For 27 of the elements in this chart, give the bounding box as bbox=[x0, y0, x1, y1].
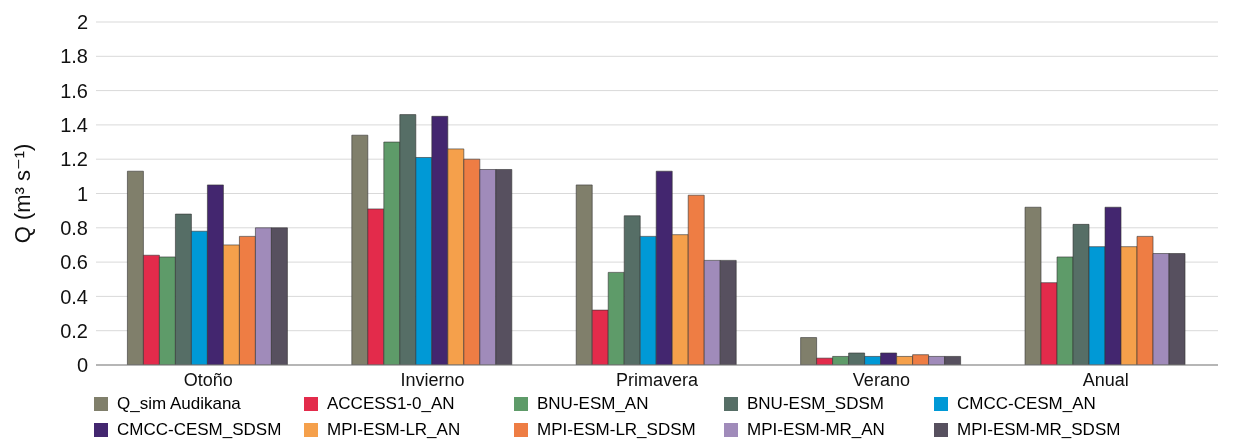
y-tick-label: 0 bbox=[76, 354, 88, 377]
legend-label: ACCESS1-0_AN bbox=[327, 394, 455, 414]
legend-label: BNU-ESM_SDSM bbox=[747, 394, 884, 414]
y-axis-title: Q (m³ s⁻¹) bbox=[9, 143, 35, 244]
y-tick-label: 1.8 bbox=[60, 45, 88, 68]
y-tick-label: 0.2 bbox=[60, 319, 88, 342]
legend-label: BNU-ESM_AN bbox=[537, 394, 649, 414]
y-tick-label: 2 bbox=[76, 11, 88, 34]
x-tick-label: Otoño bbox=[183, 369, 233, 390]
y-tick-label: 0.6 bbox=[60, 251, 88, 274]
y-tick-label: 1.6 bbox=[60, 79, 88, 102]
y-tick-label: 1 bbox=[76, 182, 88, 205]
legend-label: MPI-ESM-LR_SDSM bbox=[537, 420, 696, 440]
y-tick-label: 1.2 bbox=[60, 148, 88, 171]
legend-label: Q_sim Audikana bbox=[117, 394, 241, 414]
x-tick-label: Verano bbox=[852, 369, 910, 390]
x-tick-label: Invierno bbox=[400, 369, 465, 390]
legend-label: CMCC-CESM_SDSM bbox=[117, 420, 282, 440]
legend-label: MPI-ESM-MR_SDSM bbox=[957, 420, 1121, 440]
legend-label: CMCC-CESM_AN bbox=[957, 394, 1096, 414]
y-tick-label: 0.4 bbox=[60, 285, 88, 308]
y-tick-label: 1.4 bbox=[60, 114, 88, 136]
x-tick-label: Primavera bbox=[615, 369, 699, 390]
x-tick-label: Anual bbox=[1082, 369, 1129, 390]
legend-label: MPI-ESM-MR_AN bbox=[747, 420, 885, 440]
legend-label: MPI-ESM-LR_AN bbox=[327, 420, 461, 440]
y-tick-label: 0.8 bbox=[60, 216, 88, 239]
